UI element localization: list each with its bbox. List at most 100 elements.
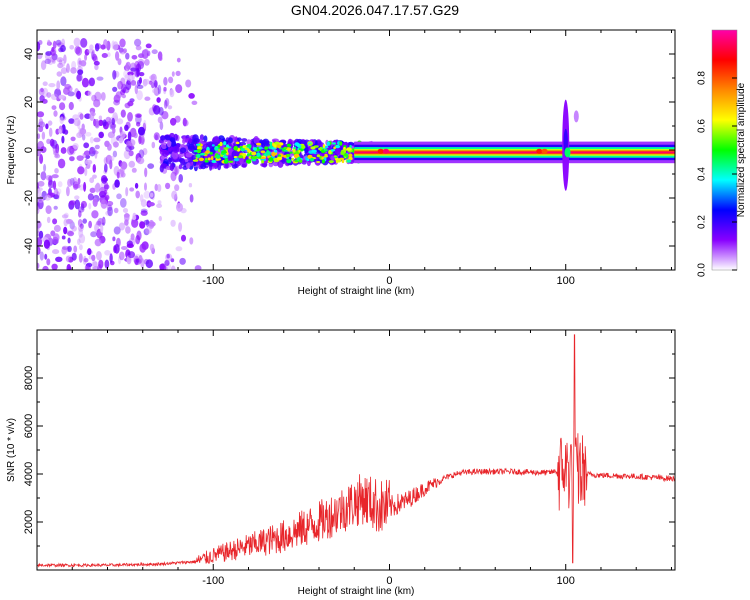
colorbar-label: Normalized spectral amplitude bbox=[736, 82, 747, 217]
noise-blob bbox=[87, 248, 92, 256]
band-speck bbox=[210, 156, 214, 161]
noise-blob bbox=[82, 134, 86, 141]
band-speck bbox=[222, 155, 228, 159]
noise-blob bbox=[46, 216, 51, 224]
noise-blob bbox=[139, 221, 146, 229]
noise-blob bbox=[37, 146, 42, 157]
noise-blob bbox=[83, 150, 91, 156]
noise-blob bbox=[38, 118, 44, 126]
band-speck bbox=[233, 145, 239, 151]
band-speck bbox=[211, 144, 215, 147]
noise-blob bbox=[118, 222, 125, 231]
line-layer-5 bbox=[354, 151, 675, 154]
band-speck bbox=[251, 156, 258, 160]
noise-blob bbox=[138, 137, 145, 143]
noise-blob bbox=[79, 244, 83, 251]
noise-blob bbox=[191, 100, 198, 106]
noise-blob bbox=[78, 253, 83, 263]
line-hotspot bbox=[541, 148, 548, 154]
band-speck bbox=[193, 150, 198, 153]
noise-blob bbox=[55, 256, 63, 262]
noise-blob bbox=[56, 57, 64, 63]
noise-blob bbox=[46, 138, 51, 145]
noise-blob bbox=[120, 198, 127, 208]
noise-blob bbox=[78, 184, 85, 191]
band-speck bbox=[293, 153, 300, 159]
noise-blob bbox=[109, 159, 113, 170]
noise-blob bbox=[51, 105, 57, 110]
noise-blob bbox=[104, 250, 111, 256]
noise-blob bbox=[87, 193, 94, 201]
noise-blob bbox=[178, 174, 183, 183]
noise-blob bbox=[94, 64, 99, 71]
noise-blob bbox=[37, 237, 43, 247]
band-speck bbox=[199, 152, 206, 156]
noise-blob bbox=[165, 253, 173, 262]
noise-blob bbox=[89, 136, 94, 144]
noise-blob bbox=[73, 37, 81, 47]
noise-blob bbox=[125, 187, 129, 197]
noise-blob bbox=[170, 117, 177, 126]
noise-blob bbox=[116, 118, 124, 125]
band-speck bbox=[235, 141, 240, 145]
noise-blob bbox=[84, 166, 88, 177]
noise-blob bbox=[40, 87, 44, 93]
noise-blob bbox=[85, 265, 90, 270]
band-blob bbox=[217, 163, 222, 171]
noise-blob bbox=[153, 80, 158, 88]
noise-blob bbox=[149, 81, 153, 86]
band-blob bbox=[169, 137, 176, 143]
noise-blob bbox=[136, 121, 141, 127]
noise-blob bbox=[66, 63, 70, 74]
noise-blob bbox=[150, 192, 154, 198]
band-speck bbox=[289, 151, 293, 154]
noise-blob bbox=[57, 181, 63, 188]
noise-blob bbox=[127, 71, 134, 76]
noise-blob bbox=[48, 127, 53, 137]
noise-blob bbox=[95, 220, 102, 226]
noise-blob bbox=[125, 224, 130, 232]
noise-blob bbox=[131, 218, 139, 228]
noise-blob bbox=[93, 60, 100, 66]
colorbar-tick-label: 0.6 bbox=[697, 119, 708, 133]
noise-blob bbox=[55, 39, 62, 46]
noise-blob bbox=[134, 60, 140, 70]
band-speck bbox=[310, 146, 316, 150]
noise-blob bbox=[101, 53, 108, 58]
noise-blob bbox=[144, 96, 151, 101]
noise-blob bbox=[118, 137, 124, 144]
noise-blob bbox=[112, 86, 118, 92]
band-blob bbox=[187, 143, 195, 150]
noise-blob bbox=[120, 109, 126, 118]
noise-blob bbox=[110, 155, 115, 162]
noise-blob bbox=[98, 119, 104, 127]
band-speck bbox=[287, 148, 291, 152]
noise-blob bbox=[147, 163, 155, 169]
noise-blob bbox=[67, 178, 73, 187]
line-hotspot bbox=[377, 148, 384, 154]
noise-blob bbox=[194, 265, 202, 270]
noise-blob bbox=[115, 51, 120, 61]
noise-blob bbox=[134, 38, 142, 47]
band-blob bbox=[212, 163, 218, 167]
noise-blob bbox=[170, 265, 176, 270]
noise-blob bbox=[63, 87, 70, 95]
noise-blob bbox=[158, 215, 162, 222]
noise-blob bbox=[68, 101, 74, 111]
noise-blob bbox=[119, 251, 125, 261]
noise-blob bbox=[80, 203, 85, 211]
noise-blob bbox=[112, 127, 116, 134]
noise-blob bbox=[92, 198, 98, 207]
noise-blob bbox=[42, 265, 49, 270]
noise-blob bbox=[171, 71, 175, 77]
band-speck bbox=[283, 146, 288, 150]
band-blob bbox=[262, 138, 270, 147]
band-blob bbox=[226, 155, 234, 162]
band-speck bbox=[346, 147, 352, 151]
noise-blob bbox=[39, 251, 44, 261]
noise-blob bbox=[74, 195, 80, 200]
noise-blob bbox=[89, 177, 95, 184]
band-blob bbox=[232, 149, 239, 157]
noise-blob bbox=[49, 138, 55, 147]
noise-blob bbox=[61, 135, 65, 144]
